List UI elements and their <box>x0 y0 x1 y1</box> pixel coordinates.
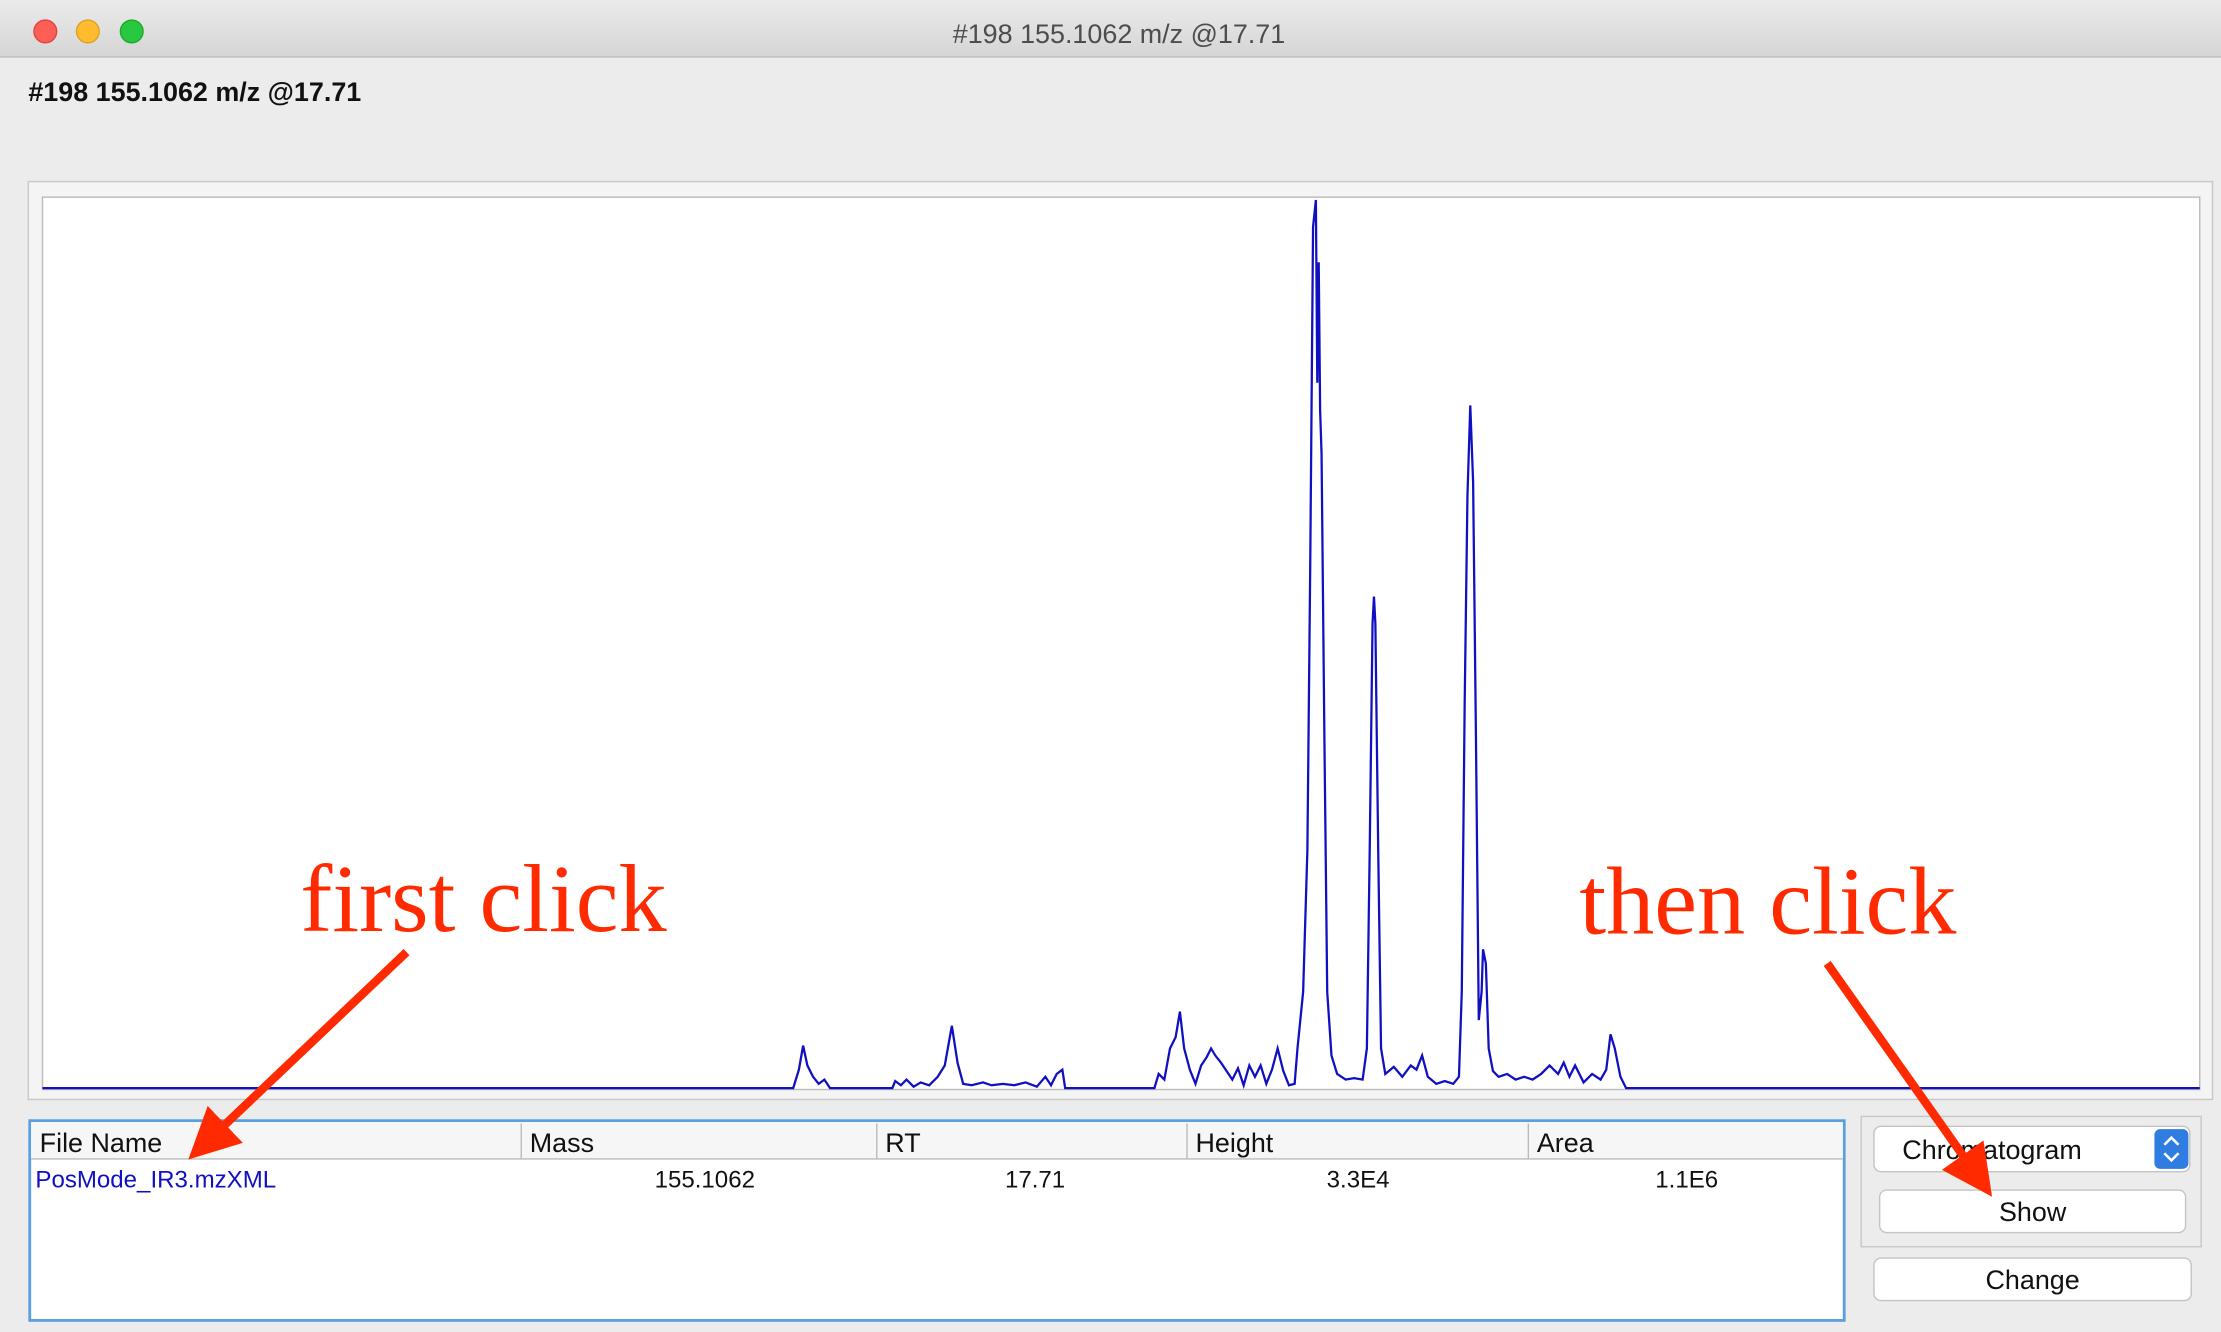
change-button[interactable] <box>1873 1257 2192 1302</box>
window-title: #198 155.1062 m/z @17.71 <box>953 19 1285 49</box>
column-header[interactable]: Height <box>1195 1128 1273 1158</box>
plot-area <box>41 196 2201 1091</box>
control-group <box>1860 1115 2202 1248</box>
header-title: #198 155.1062 m/z @17.71 <box>28 77 361 107</box>
annotation: first click <box>300 845 667 952</box>
minimize-button[interactable] <box>75 19 100 44</box>
table-cell[interactable]: 17.71 <box>1005 1166 1065 1193</box>
show-button-label[interactable]: Show <box>1999 1197 2067 1227</box>
dropdown-label[interactable]: Chromatogram <box>1902 1135 2081 1165</box>
dropdown-chevrons <box>2163 1135 2180 1163</box>
zoom-button[interactable] <box>119 19 144 44</box>
table-header <box>31 1122 1843 1159</box>
table-cell[interactable]: 3.3E4 <box>1327 1166 1390 1193</box>
close-button[interactable] <box>33 19 58 44</box>
annotation-arrow <box>188 949 410 1160</box>
chromatogram-trace <box>42 199 2200 1090</box>
show-button[interactable] <box>1878 1189 2187 1234</box>
annotation: then click <box>1579 848 1957 955</box>
dropdown-arrow[interactable] <box>2154 1129 2189 1169</box>
title-bar <box>0 0 2221 57</box>
annotation-arrow <box>1823 961 1993 1197</box>
table-cell[interactable]: 1.1E6 <box>1655 1166 1718 1193</box>
column-header[interactable]: Area <box>1537 1128 1594 1158</box>
table-cell[interactable]: 155.1062 <box>655 1166 755 1193</box>
column-header[interactable]: Mass <box>530 1128 594 1158</box>
table-cell[interactable]: PosMode_IR3.mzXML <box>35 1166 276 1193</box>
column-header[interactable]: RT <box>885 1128 920 1158</box>
change-button-label[interactable]: Change <box>1985 1265 2079 1295</box>
column-header[interactable]: File Name <box>40 1128 163 1158</box>
